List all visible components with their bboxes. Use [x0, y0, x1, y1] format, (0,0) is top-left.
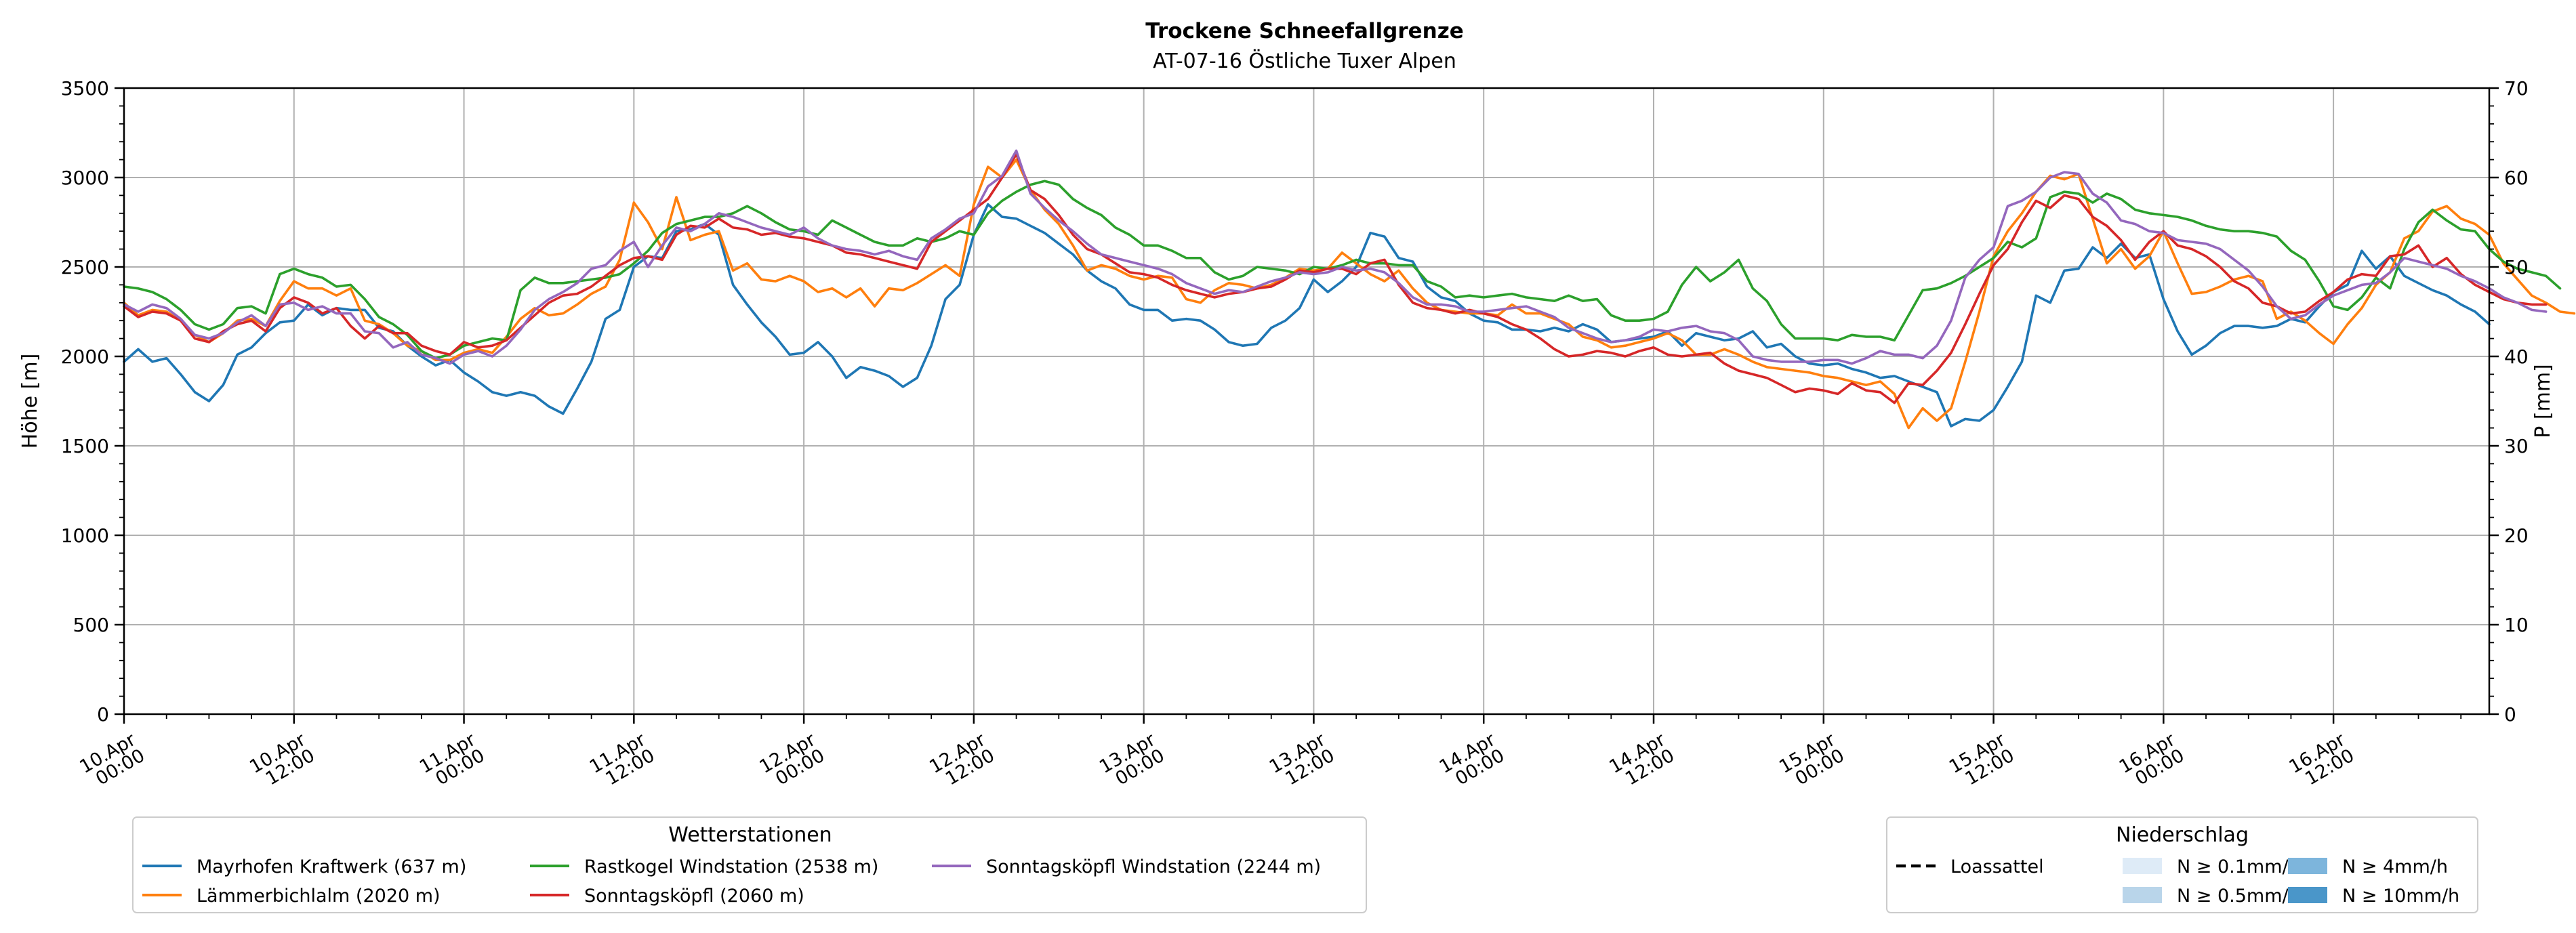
y-tick-label: 0 — [97, 703, 109, 726]
y-axis-label: Höhe [m] — [18, 354, 42, 449]
precip-legend-label-3: N ≥ 4mm/h — [2342, 856, 2448, 877]
legend-label-4: Sonntagsköpfl Windstation (2244 m) — [986, 856, 1321, 877]
y-tick-label: 3000 — [61, 167, 109, 189]
y2-tick-label: 10 — [2504, 614, 2529, 636]
series-lines — [123, 149, 2576, 430]
precip-legend-label-1: N ≥ 0.1mm/h — [2177, 856, 2300, 877]
y-tick-label: 2000 — [61, 346, 109, 368]
y-tick-label: 3500 — [61, 77, 109, 100]
precip-legend-title: Niederschlag — [2116, 823, 2249, 847]
chart-subtitle: AT-07-16 Östliche Tuxer Alpen — [1153, 49, 1456, 73]
legend-label-3: Sonntagsköpfl (2060 m) — [584, 886, 804, 907]
y2-tick-label: 0 — [2504, 703, 2516, 726]
y-tick-label: 1000 — [61, 524, 109, 547]
y2-tick-label: 60 — [2504, 167, 2529, 189]
y2-tick-label: 40 — [2504, 346, 2529, 368]
precip-legend-swatch-1 — [2123, 858, 2162, 874]
y-tick-label: 2500 — [61, 256, 109, 278]
y2-tick-label: 20 — [2504, 524, 2529, 547]
precip-legend-swatch-2 — [2123, 887, 2162, 903]
svg-text:14.Apr00:00: 14.Apr00:00 — [1436, 729, 1509, 794]
legend-label-1: Lämmerbichlalm (2020 m) — [197, 886, 441, 907]
series-line-0 — [123, 203, 2491, 428]
y-tick-label: 500 — [73, 614, 109, 636]
series-line-4 — [123, 149, 2548, 365]
stations-legend-box — [132, 816, 1367, 913]
grid-lines — [123, 87, 2489, 715]
x-tick-label: 14.Apr00:00 — [1436, 729, 1509, 794]
y2-tick-label: 30 — [2504, 435, 2529, 457]
y2-tick-label: 50 — [2504, 256, 2529, 278]
precip-legend: Niederschlag Loassattel N ≥ 0.1mm/h N ≥ 0.… — [1886, 816, 2478, 913]
precip-legend-label-4: N ≥ 10mm/h — [2342, 886, 2459, 907]
series-line-2 — [123, 180, 2562, 360]
precip-legend-label-0: Loassattel — [1950, 856, 2044, 877]
legend-label-2: Rastkogel Windstation (2538 m) — [584, 856, 878, 877]
legend-label-0: Mayrhofen Kraftwerk (637 m) — [197, 856, 466, 877]
stations-legend-title: Wetterstationen — [668, 823, 832, 847]
series-line-1 — [123, 158, 2576, 430]
precip-legend-box — [1886, 816, 2478, 913]
precip-legend-swatch-3 — [2288, 858, 2327, 874]
precip-legend-label-2: N ≥ 0.5mm/h — [2177, 886, 2300, 907]
y2-axis-label: P [mm] — [2531, 364, 2555, 438]
plot-frame — [123, 87, 2491, 716]
chart-title: Trockene Schneefallgrenze — [1145, 19, 1464, 43]
left-y-axis: 0 500 1000 1500 2000 2500 3000 3500 — [61, 77, 124, 726]
precip-legend-swatch-4 — [2288, 887, 2327, 903]
right-y-axis: 0 10 20 30 40 50 60 70 — [2489, 77, 2529, 726]
y-tick-label: 1500 — [61, 435, 109, 457]
stations-legend: Wetterstationen Mayrhofen Kraftwerk (637… — [132, 816, 1367, 913]
y2-tick-label: 70 — [2504, 77, 2529, 100]
